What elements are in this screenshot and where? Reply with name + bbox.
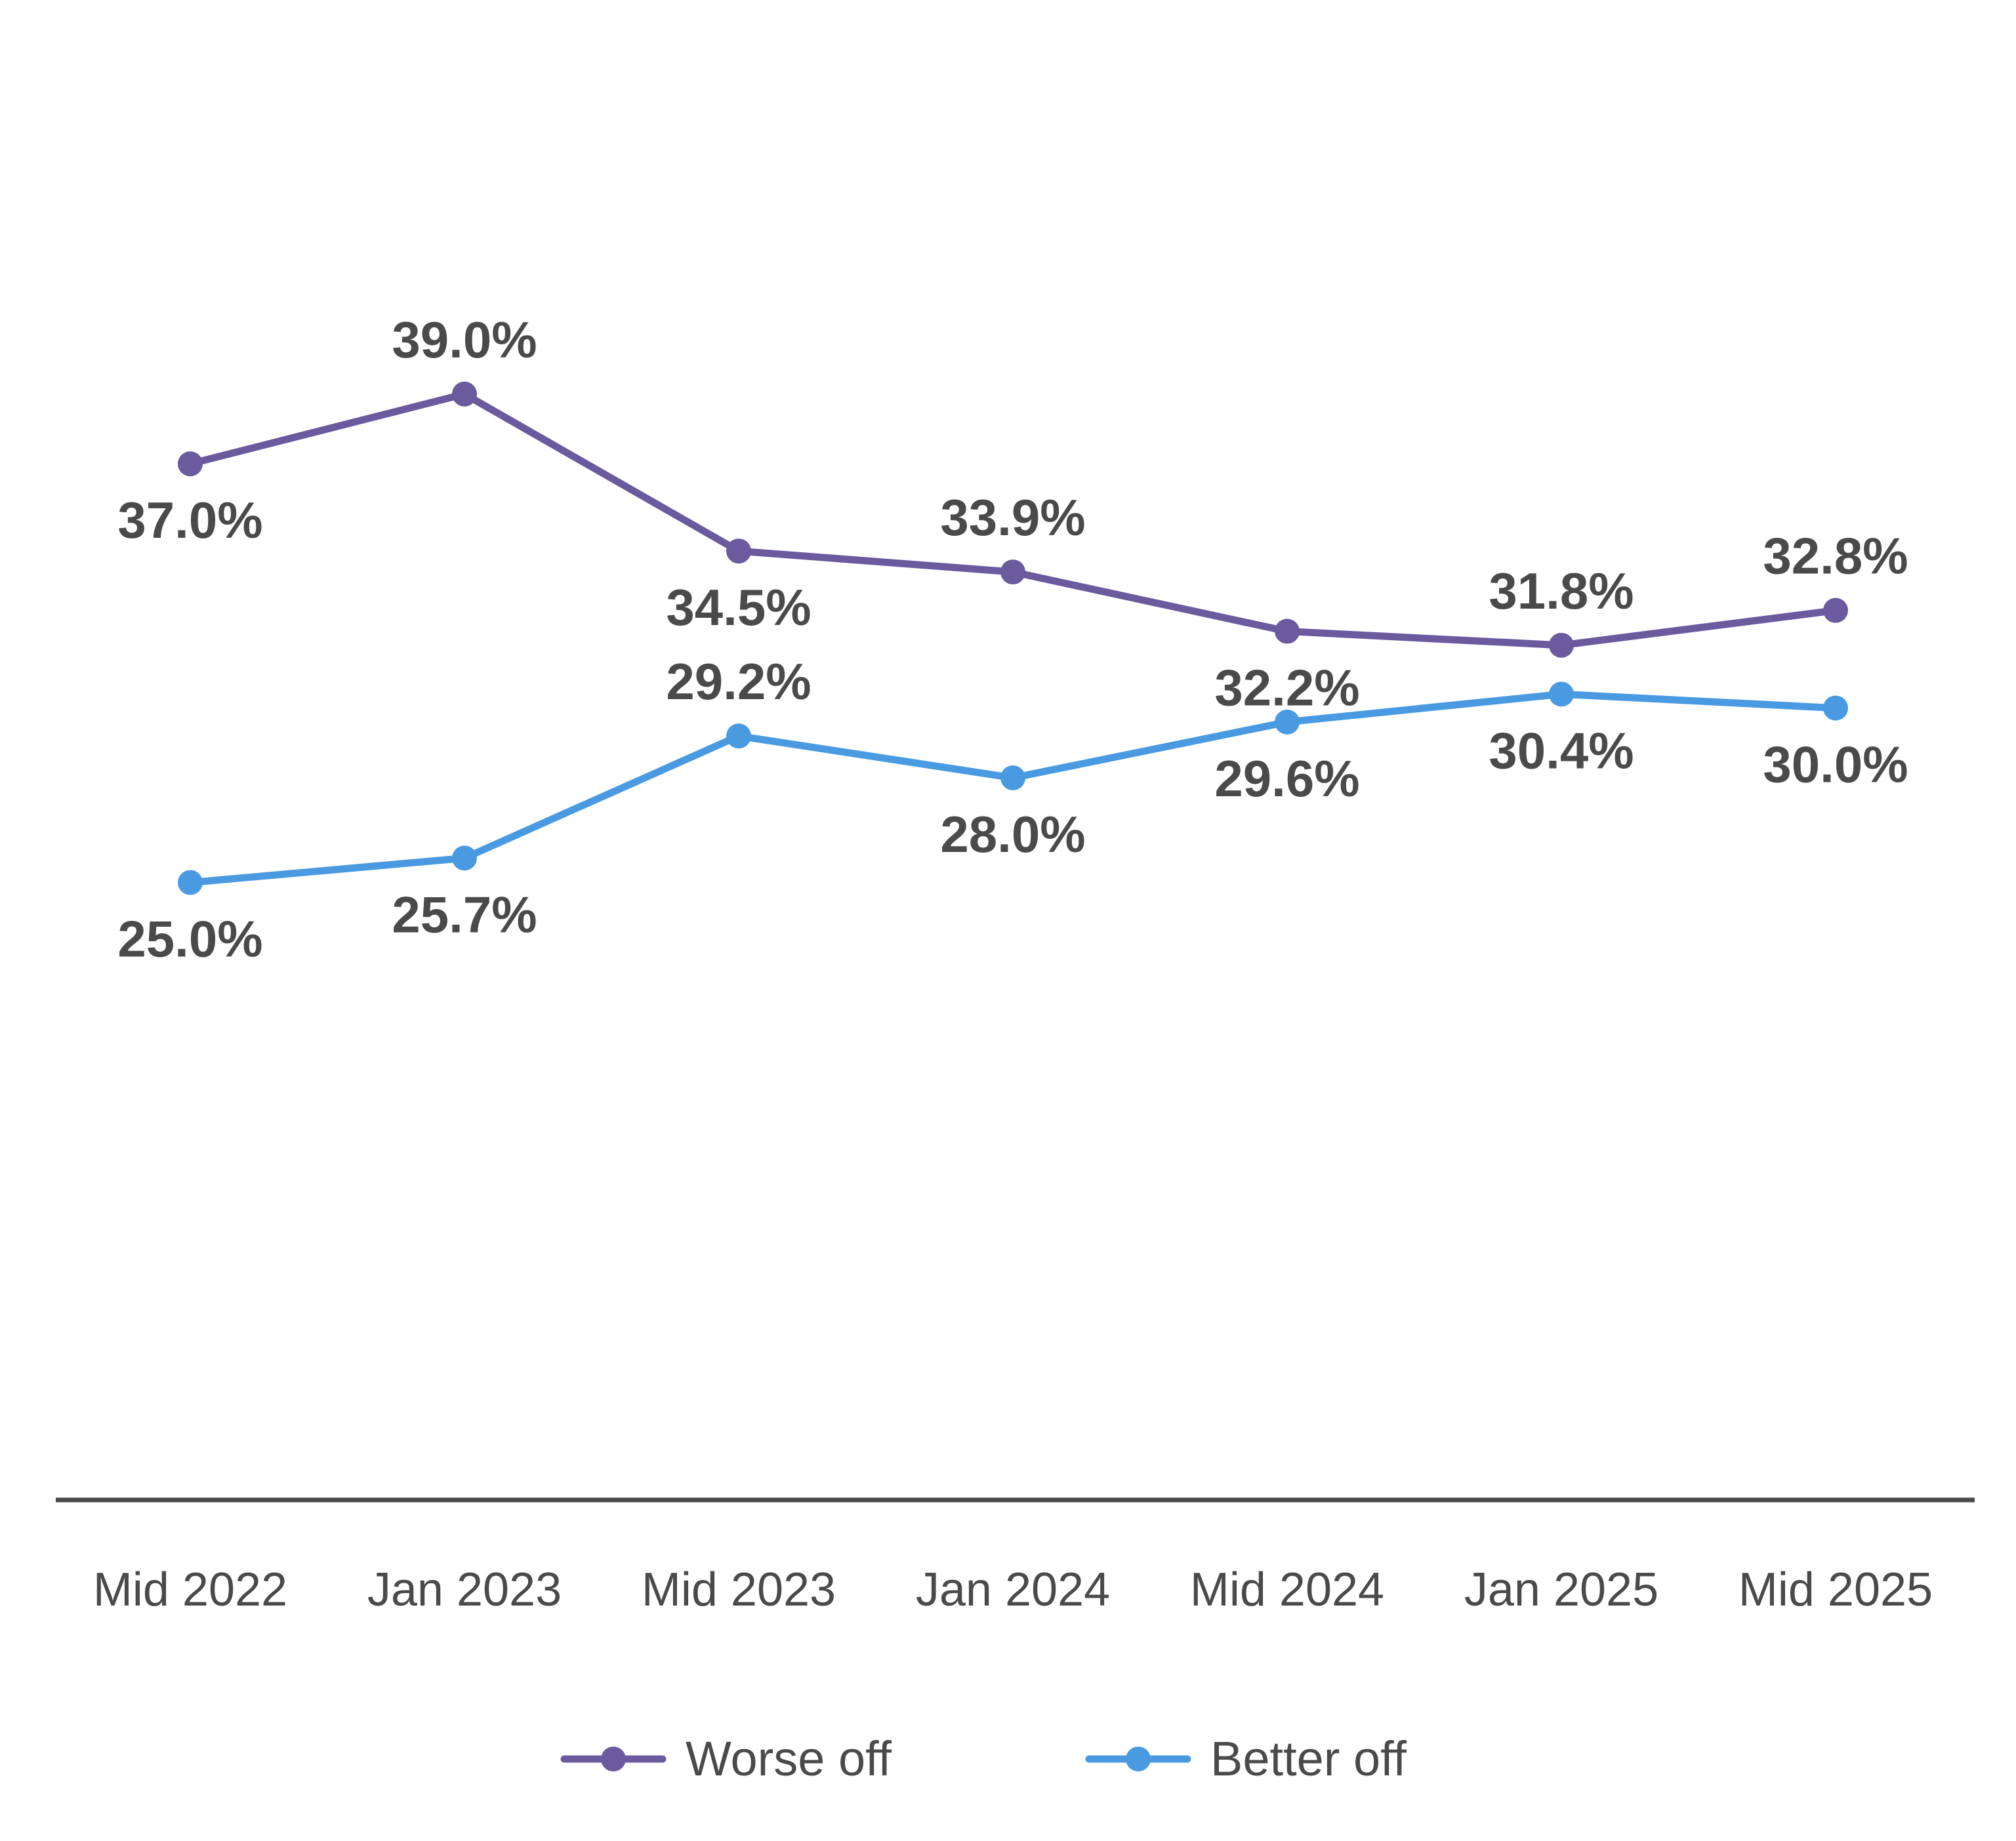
data-label-layer: 37.0% 39.0% 34.5% 33.9% 32.2% 31.8% 32.8% 25.0%… [117, 311, 1908, 968]
data-label-worse-off-mid-2022: 37.0% [117, 491, 262, 549]
series-better-off [178, 681, 1848, 895]
data-point-worse-off-jan-2023 [452, 381, 477, 407]
data-label-worse-off-mid-2023: 34.5% [666, 578, 811, 636]
data-point-worse-off-mid-2025 [1823, 597, 1848, 623]
series-layer [178, 381, 1848, 895]
data-point-better-off-mid-2022 [178, 870, 203, 895]
data-label-worse-off-jan-2024: 33.9% [940, 489, 1085, 546]
legend-label-worse-off: Worse off [686, 1731, 892, 1786]
legend: Worse off Better off [560, 1731, 1407, 1786]
data-label-better-off-mid-2025: 30.0% [1763, 736, 1908, 794]
x-tick-label-jan-2023: Jan 2023 [367, 1564, 562, 1616]
x-tick-label-mid-2025: Mid 2025 [1738, 1564, 1933, 1616]
data-label-worse-off-mid-2025: 32.8% [1763, 527, 1908, 585]
data-point-better-off-mid-2025 [1823, 695, 1848, 721]
legend-item-worse-off: Worse off [560, 1731, 892, 1786]
legend-swatch-marker-better-off [1126, 1747, 1151, 1771]
data-point-better-off-mid-2024 [1275, 709, 1300, 735]
legend-item-better-off: Better off [1085, 1731, 1407, 1786]
data-point-better-off-jan-2024 [1000, 765, 1025, 790]
x-tick-label-mid-2024: Mid 2024 [1190, 1564, 1384, 1616]
x-tick-label-jan-2025: Jan 2025 [1464, 1564, 1658, 1616]
data-label-better-off-mid-2022: 25.0% [117, 910, 262, 968]
data-label-worse-off-jan-2023: 39.0% [392, 311, 537, 369]
x-tick-label-jan-2024: Jan 2024 [916, 1564, 1110, 1616]
data-label-better-off-mid-2023: 29.2% [666, 653, 811, 710]
legend-label-better-off: Better off [1210, 1731, 1407, 1786]
data-point-better-off-jan-2023 [452, 845, 477, 871]
data-label-better-off-jan-2024: 28.0% [940, 805, 1085, 863]
x-tick-label-mid-2023: Mid 2023 [642, 1564, 836, 1616]
series-worse-off [178, 381, 1848, 658]
data-point-worse-off-jan-2024 [1000, 559, 1025, 585]
x-tick-labels: Mid 2022 Jan 2023 Mid 2023 Jan 2024 Mid 2024… [93, 1564, 1933, 1616]
data-point-worse-off-mid-2023 [726, 538, 751, 564]
x-tick-label-mid-2022: Mid 2022 [93, 1564, 287, 1616]
data-label-worse-off-jan-2025: 31.8% [1489, 562, 1634, 620]
data-label-worse-off-mid-2024: 32.2% [1214, 659, 1359, 717]
data-label-better-off-jan-2023: 25.7% [392, 885, 537, 943]
data-point-better-off-jan-2025 [1549, 681, 1574, 707]
data-label-better-off-mid-2024: 29.6% [1214, 750, 1359, 807]
data-point-better-off-mid-2023 [726, 723, 751, 749]
data-point-worse-off-mid-2024 [1275, 618, 1300, 644]
legend-swatch-marker-worse-off [601, 1747, 626, 1771]
data-label-better-off-jan-2025: 30.4% [1489, 721, 1634, 779]
data-point-worse-off-mid-2022 [178, 451, 203, 477]
data-point-worse-off-jan-2025 [1549, 632, 1574, 658]
